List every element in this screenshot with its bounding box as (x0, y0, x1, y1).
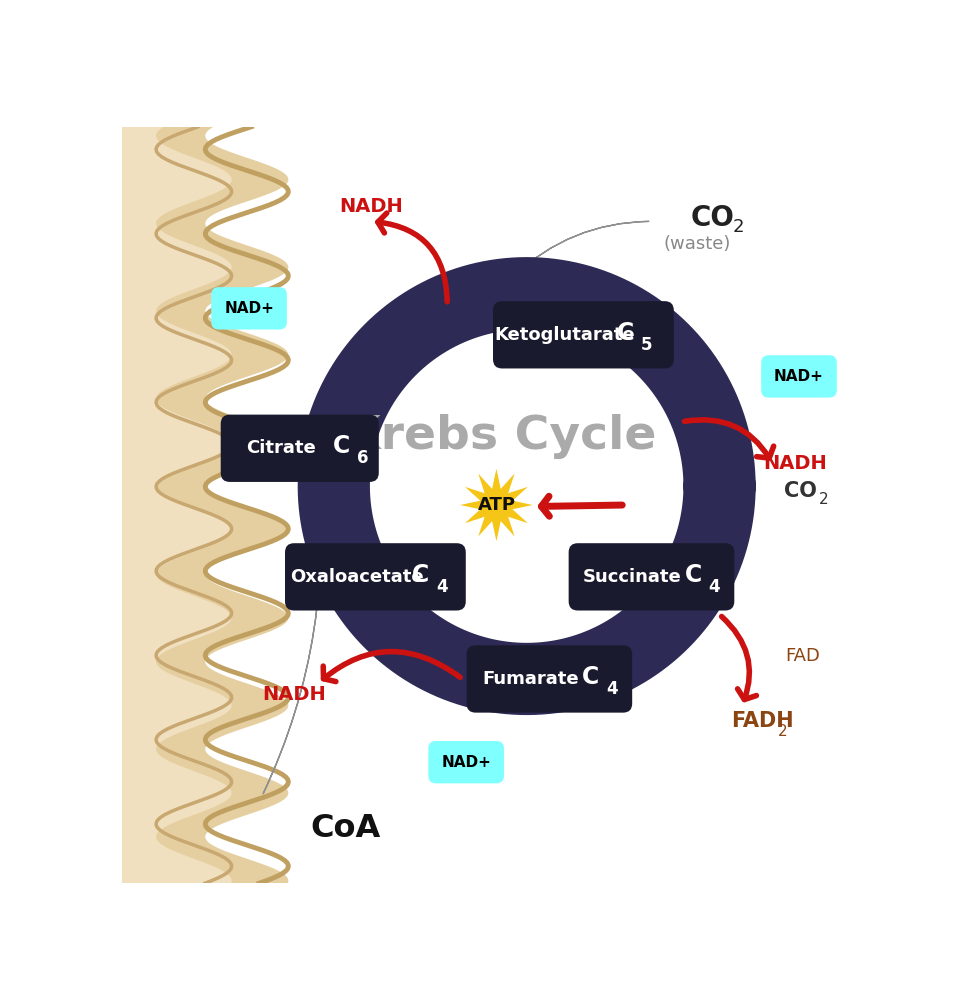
Text: CO: CO (784, 481, 817, 501)
Text: CoA: CoA (310, 813, 381, 844)
FancyBboxPatch shape (493, 301, 673, 368)
FancyBboxPatch shape (569, 543, 734, 611)
FancyBboxPatch shape (211, 287, 287, 330)
Text: ATP: ATP (477, 496, 515, 514)
FancyArrowPatch shape (264, 459, 321, 794)
Text: 2: 2 (732, 218, 744, 236)
Polygon shape (84, 112, 288, 898)
Text: FADH: FADH (731, 711, 793, 731)
Text: CO: CO (691, 204, 735, 232)
FancyArrowPatch shape (513, 221, 649, 276)
Text: 4: 4 (436, 578, 448, 596)
Text: NADH: NADH (763, 454, 827, 473)
Polygon shape (460, 469, 533, 541)
Text: C: C (583, 665, 599, 689)
Text: Fumarate: Fumarate (482, 670, 579, 688)
Text: C: C (333, 434, 350, 458)
Text: FAD: FAD (786, 647, 820, 665)
FancyBboxPatch shape (285, 543, 466, 611)
Text: 4: 4 (709, 578, 720, 596)
FancyBboxPatch shape (761, 355, 836, 398)
Text: C: C (617, 321, 633, 345)
Text: Ketoglutarate: Ketoglutarate (494, 326, 634, 344)
Text: 6: 6 (357, 449, 368, 467)
Text: 2: 2 (819, 492, 829, 507)
FancyBboxPatch shape (467, 645, 632, 713)
Text: NADH: NADH (340, 197, 403, 216)
Text: C: C (684, 563, 702, 587)
Text: NAD+: NAD+ (774, 369, 824, 384)
FancyBboxPatch shape (221, 415, 379, 482)
Text: Oxaloacetate: Oxaloacetate (290, 568, 424, 586)
Text: 2: 2 (778, 724, 788, 739)
Text: 5: 5 (640, 336, 652, 354)
Text: (waste): (waste) (663, 235, 731, 253)
FancyBboxPatch shape (428, 741, 504, 783)
Text: NADH: NADH (263, 685, 326, 704)
Text: 4: 4 (606, 680, 618, 698)
Text: Krebs Cycle: Krebs Cycle (344, 414, 657, 459)
FancyArrowPatch shape (688, 489, 754, 493)
Text: NAD+: NAD+ (441, 755, 491, 770)
Polygon shape (84, 112, 231, 898)
Text: Succinate: Succinate (584, 568, 682, 586)
Text: NAD+: NAD+ (224, 301, 274, 316)
Text: Citrate: Citrate (246, 439, 315, 457)
Text: C: C (412, 563, 429, 587)
